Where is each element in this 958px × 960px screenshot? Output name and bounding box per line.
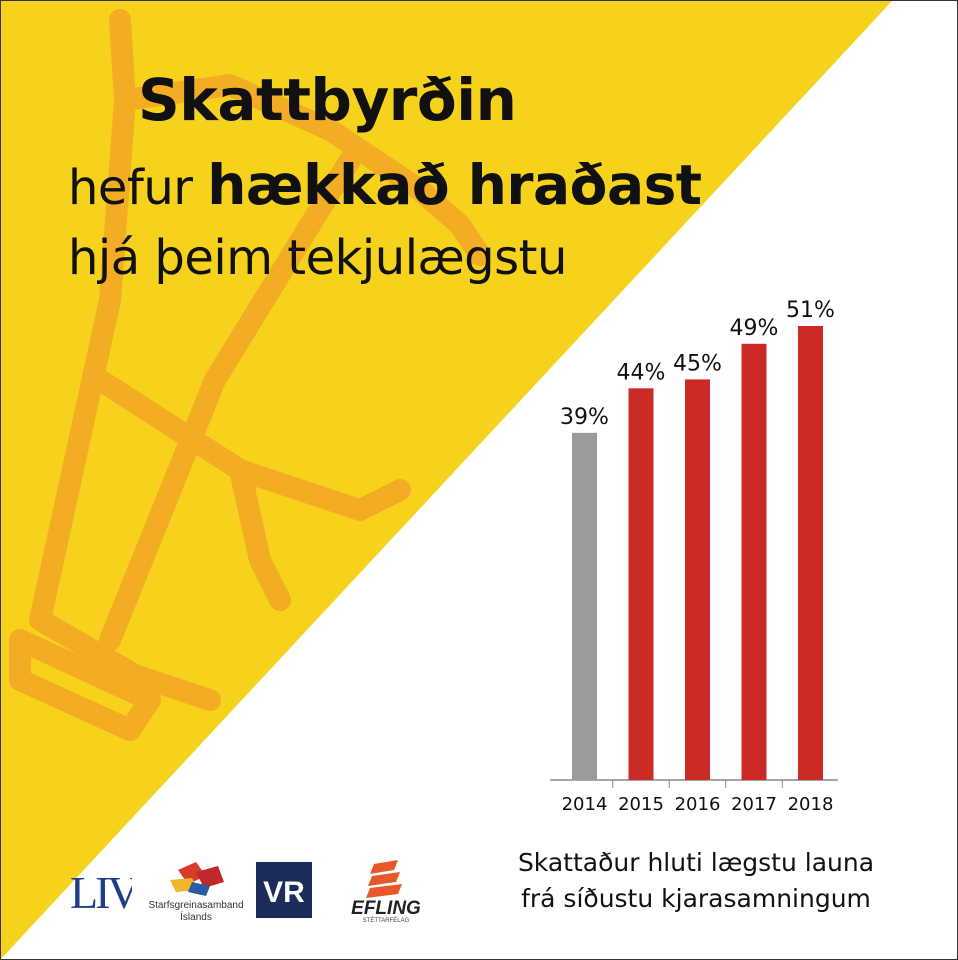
efling-logo-subtext: STÉTTARFÉLAG — [363, 917, 410, 924]
efling-logo: EFLING STÉTTARFÉLAG — [351, 860, 421, 924]
sgs-logo-text-1: Starfsgreinasamband — [148, 900, 243, 911]
data-label-2018: 51% — [786, 298, 835, 323]
data-label-2016: 45% — [673, 351, 722, 376]
bar-2016 — [685, 379, 710, 780]
bar-2014 — [572, 432, 597, 780]
x-tick-label-2016: 2016 — [675, 794, 721, 815]
sgs-logo: Starfsgreinasamband Íslands — [148, 862, 244, 923]
sgs-emblem-icon — [170, 862, 224, 896]
headline-line-2-light: hefur — [68, 160, 193, 216]
data-label-2017: 49% — [730, 316, 779, 341]
caption-line-2: frá síðustu kjarasamningum — [521, 884, 871, 913]
headline-line-2-bold: hækkað hraðast — [207, 153, 702, 217]
x-tick-label-2014: 2014 — [562, 794, 608, 815]
data-label-2014: 39% — [560, 405, 609, 430]
headline-line-2: hefur hækkað hraðast — [68, 153, 702, 217]
data-label-2015: 44% — [617, 360, 666, 385]
liv-logo: LIV — [70, 867, 132, 918]
bar-2018 — [798, 326, 823, 780]
headline-line-3: hjá þeim tekjulægstu — [68, 230, 567, 286]
x-tick-label-2015: 2015 — [618, 794, 664, 815]
vr-logo: VR — [256, 862, 312, 918]
decorative-lines — [9, 9, 491, 741]
sgs-logo-text-2: Íslands — [180, 910, 212, 923]
x-tick-label-2017: 2017 — [731, 794, 777, 815]
vr-logo-box — [256, 862, 312, 918]
bar-2015 — [628, 388, 654, 780]
x-tick-label-2018: 2018 — [788, 794, 834, 815]
yellow-triangle — [0, 0, 893, 960]
efling-flame-icon — [366, 860, 402, 898]
bar-2017 — [741, 343, 767, 780]
efling-logo-text: EFLING — [351, 898, 421, 919]
caption-line-1: Skattaður hluti lægstu launa — [517, 848, 875, 877]
headline-line-1: Skattbyrðin — [138, 66, 517, 134]
liv-logo-text: LIV — [70, 867, 132, 918]
vr-logo-text: VR — [263, 876, 305, 909]
